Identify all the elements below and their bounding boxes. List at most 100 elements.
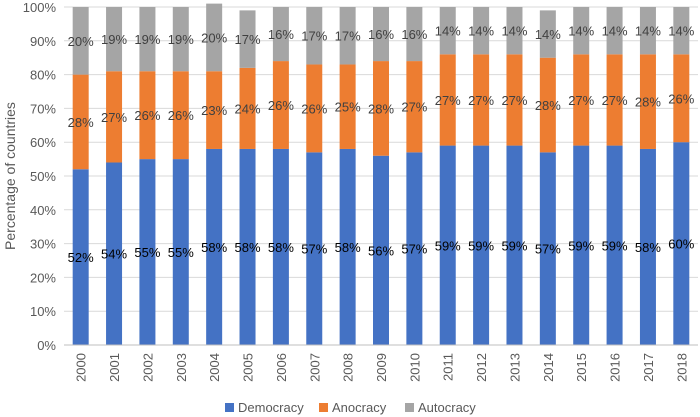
bar-autocracy [339,7,356,65]
data-label-autocracy: 14% [501,24,527,39]
x-tick-label: 2016 [608,353,623,382]
x-tick-label: 2008 [341,353,356,382]
bar-democracy [373,155,389,345]
bar-democracy [339,148,356,345]
bar-democracy [172,159,189,345]
data-label-democracy: 56% [368,243,394,258]
data-label-autocracy: 19% [168,32,194,47]
bar-democracy [239,148,256,345]
data-label-autocracy: 14% [468,24,494,39]
bar-democracy [406,152,423,345]
x-tick-label: 2004 [207,353,222,382]
data-label-anocracy: 27% [568,93,594,108]
bar-democracy [539,152,556,345]
data-label-autocracy: 16% [401,27,427,42]
data-label-autocracy: 14% [535,27,561,42]
data-label-democracy: 54% [101,247,127,262]
data-label-democracy: 55% [134,245,160,260]
data-label-anocracy: 27% [602,93,628,108]
bar-democracy [573,145,590,345]
data-label-democracy: 55% [168,245,194,260]
data-label-democracy: 59% [468,238,494,253]
data-label-democracy: 58% [335,240,361,255]
bar-democracy [506,145,523,345]
bar-anocracy [539,57,556,153]
legend-swatch-anocracy [319,403,328,412]
x-tick-label: 2015 [574,353,589,382]
data-label-autocracy: 17% [301,29,327,44]
data-label-anocracy: 23% [201,103,227,118]
data-label-democracy: 57% [301,242,327,257]
legend-label-anocracy: Anocracy [332,400,387,415]
bar-democracy [272,148,289,345]
bar-autocracy [406,7,423,62]
data-label-anocracy: 26% [134,108,160,123]
y-tick-label: 80% [30,68,56,83]
data-label-anocracy: 27% [401,100,427,115]
data-label-democracy: 57% [401,242,427,257]
bar-democracy [673,142,690,345]
bar-anocracy [239,67,256,149]
bar-autocracy [673,7,690,55]
data-label-democracy: 57% [535,242,561,257]
bar-autocracy [172,7,189,72]
data-label-democracy: 58% [268,240,294,255]
data-label-democracy: 59% [568,238,594,253]
data-label-democracy: 59% [602,238,628,253]
bar-anocracy [306,64,323,153]
bar-anocracy [606,54,623,146]
data-label-anocracy: 26% [668,91,694,106]
bar-democracy [72,169,89,345]
bar-autocracy [606,7,623,55]
x-tick-label: 2018 [674,353,689,382]
bar-democracy [639,148,656,345]
bar-autocracy [239,10,256,68]
data-label-anocracy: 26% [168,108,194,123]
data-label-anocracy: 28% [368,101,394,116]
data-label-autocracy: 14% [568,24,594,39]
bar-anocracy [139,71,156,160]
bar-autocracy [439,7,456,55]
bar-series [72,3,690,345]
data-label-autocracy: 16% [368,27,394,42]
data-label-autocracy: 20% [68,34,94,49]
data-label-anocracy: 26% [268,98,294,113]
y-tick-label: 10% [30,304,56,319]
y-tick-label: 0% [37,338,56,353]
data-label-autocracy: 19% [101,32,127,47]
data-label-democracy: 58% [635,240,661,255]
bar-anocracy [206,71,223,149]
x-tick-label: 2000 [74,353,89,382]
legend-label-democracy: Democracy [238,400,304,415]
legend-swatch-autocracy [405,403,414,412]
y-tick-label: 70% [30,101,56,116]
x-tick-label: 2017 [641,353,656,382]
bar-autocracy [306,7,323,65]
bar-anocracy [639,54,656,149]
y-tick-label: 60% [30,135,56,150]
data-labels: 52% 28% 20% 54% 27% 19% 55% 26% 19% 55% 26% 19% 58% 2… [68,24,695,265]
data-label-democracy: 59% [501,238,527,253]
bar-autocracy [72,7,89,75]
x-tick-label: 2009 [374,353,389,382]
data-label-autocracy: 14% [602,24,628,39]
data-label-autocracy: 17% [335,29,361,44]
bar-autocracy [272,7,289,62]
bar-anocracy [573,54,590,146]
data-label-autocracy: 19% [134,32,160,47]
data-label-anocracy: 28% [635,95,661,110]
legend-label-autocracy: Autocracy [418,400,476,415]
bar-anocracy [106,71,123,163]
data-label-anocracy: 27% [435,93,461,108]
y-tick-label: 30% [30,237,56,252]
data-label-anocracy: 27% [468,93,494,108]
bar-democracy [306,152,323,345]
x-tick-label: 2003 [174,353,189,382]
x-tick-label: 2014 [541,353,556,382]
y-axis-title: Percentage of countries [2,102,18,250]
bar-anocracy [406,61,423,153]
x-tick-label: 2002 [140,353,155,382]
data-label-autocracy: 17% [235,32,261,47]
bar-autocracy [106,7,123,72]
